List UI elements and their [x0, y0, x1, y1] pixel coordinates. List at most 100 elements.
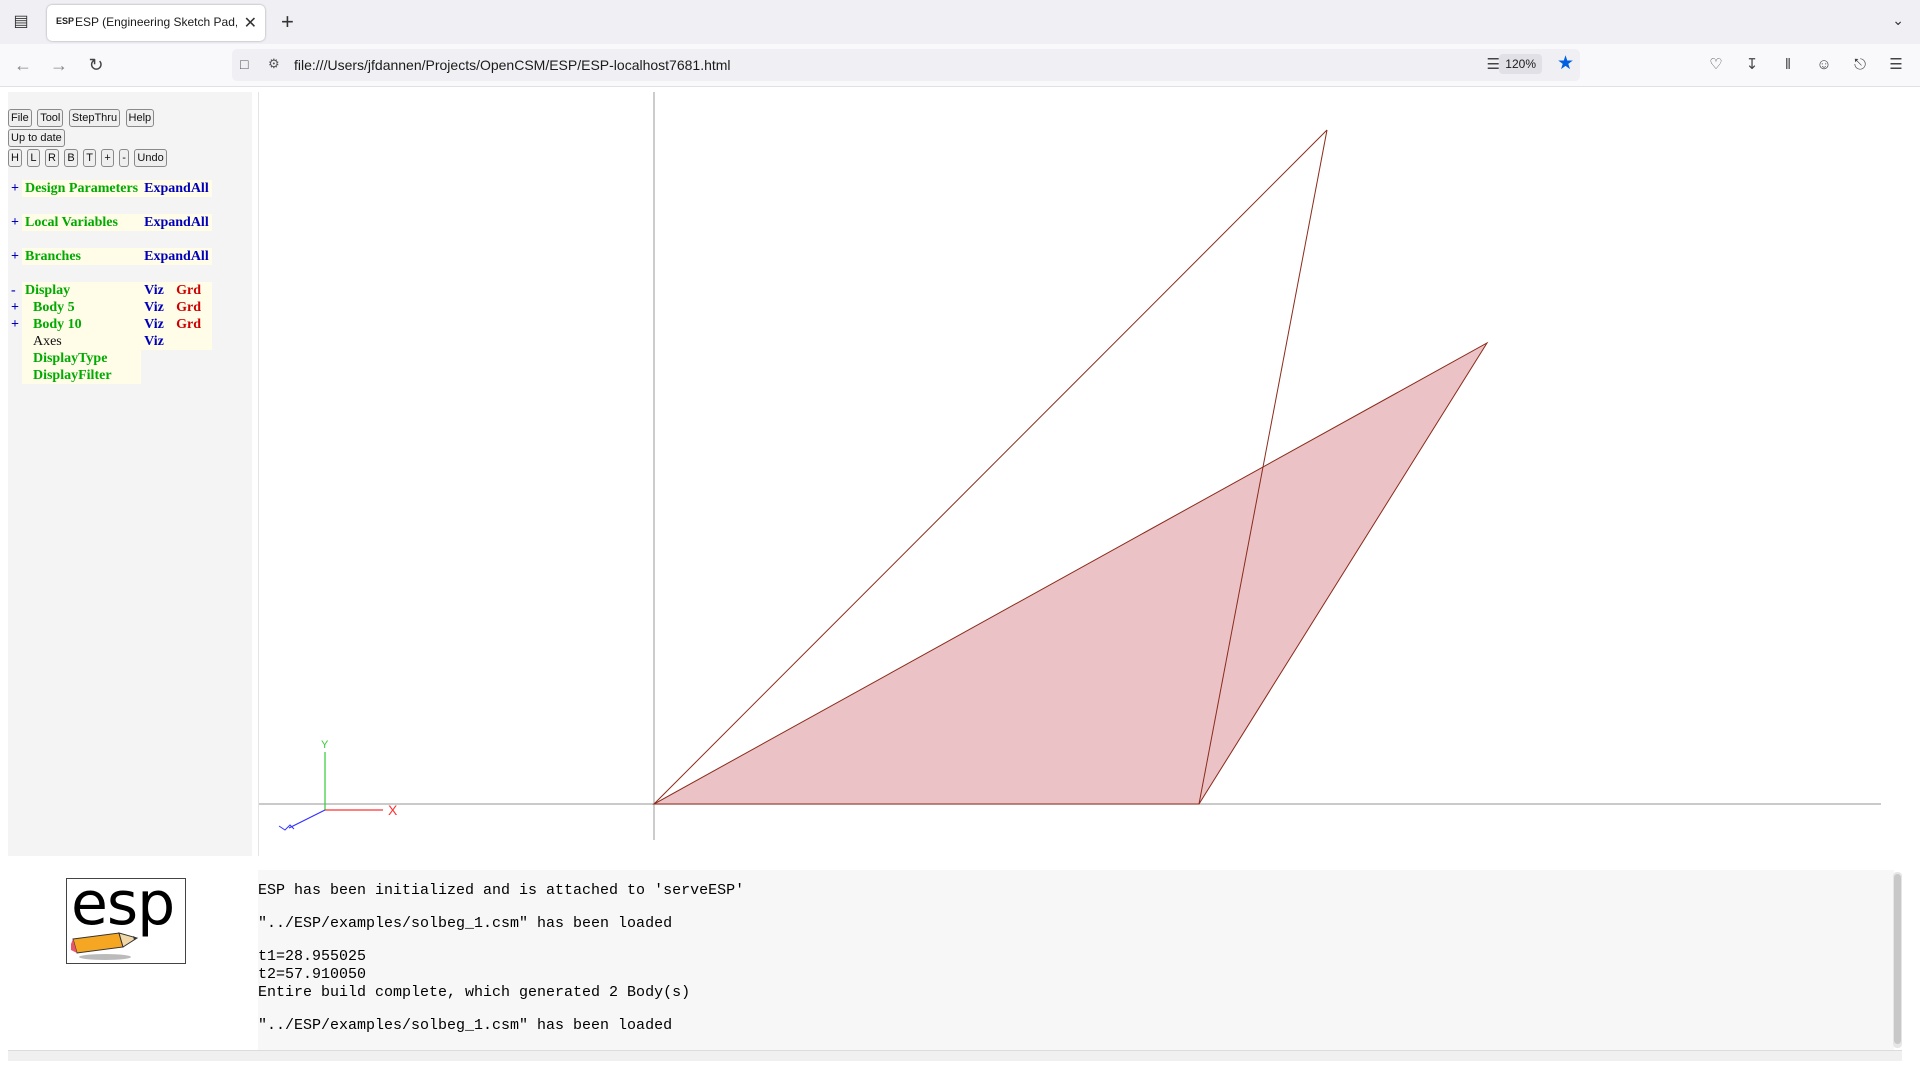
home-view-button[interactable]: H — [8, 149, 22, 167]
tree-toggle[interactable]: + — [11, 214, 19, 230]
forward-arrow-icon[interactable]: → — [50, 55, 68, 75]
build-status-button[interactable]: Up to date — [8, 129, 65, 147]
tool-button[interactable]: Tool — [37, 109, 64, 127]
message-line — [258, 900, 1894, 915]
message-line: "../ESP/examples/solbeg_1.csm" has been … — [258, 915, 673, 932]
tree-label-design-parameters[interactable]: Design Parameters — [21, 180, 142, 197]
message-line: "../ESP/examples/solbeg_1.csm" has been … — [258, 1017, 673, 1034]
triad-x-label: X — [388, 802, 398, 818]
file-button[interactable]: File — [8, 109, 32, 127]
viz-link[interactable]: Viz — [141, 333, 174, 350]
tree-toggle[interactable]: + — [11, 248, 19, 264]
browser-nav-bar: ← → ↻ □ ⚙ file:///Users/jfdannen/Project… — [0, 44, 1920, 87]
url-text[interactable]: file:///Users/jfdannen/Projects/OpenCSM/… — [294, 57, 731, 73]
tab-favicon: ESP — [56, 16, 75, 26]
grd-link[interactable]: Grd — [173, 299, 212, 316]
tree-table: + Design Parameters ExpandAll + Local Va… — [8, 180, 212, 384]
bottom-view-button[interactable]: B — [64, 149, 78, 167]
tree-label-body10[interactable]: Body 10 — [21, 316, 142, 333]
message-scrollbar[interactable] — [1893, 872, 1902, 1048]
list-all-tabs-icon[interactable]: ⌄ — [1892, 12, 1904, 28]
library-icon[interactable]: ‖ — [1784, 56, 1792, 73]
viz-link[interactable]: Viz — [141, 299, 174, 316]
viz-link[interactable]: Viz — [141, 316, 174, 333]
back-arrow-icon[interactable]: ← — [14, 55, 32, 75]
body-edge-2[interactable] — [1198, 129, 1328, 805]
tree-label-display[interactable]: Display — [21, 282, 142, 299]
tree-label-displayfilter[interactable]: DisplayFilter — [21, 367, 142, 384]
expandall-link[interactable]: ExpandAll — [141, 248, 212, 265]
tree-row-branches: + Branches ExpandAll — [8, 248, 212, 265]
esp-logo-text: esp — [71, 869, 175, 939]
tree-label-axes: Axes — [21, 333, 142, 350]
tree-row-body5: + Body 5 Viz Grd — [8, 299, 212, 316]
tree-toggle[interactable]: - — [11, 282, 16, 298]
reader-view-icon[interactable]: ☰ — [1486, 56, 1500, 73]
view-button-row: H L R B T + - Undo — [8, 148, 168, 167]
undo-button[interactable]: Undo — [134, 149, 167, 167]
message-line: Entire build complete, which generated 2… — [258, 984, 691, 1001]
tree-panel: File Tool StepThru Help Up to date H L R… — [8, 92, 252, 856]
top-view-button[interactable]: T — [83, 149, 96, 167]
bottom-border — [8, 1050, 1902, 1061]
body-face[interactable] — [652, 341, 1489, 805]
graphics-svg: Y X — [259, 92, 1881, 840]
message-window[interactable]: ESP has been initialized and is attached… — [258, 870, 1894, 1050]
tree-label-local-variables[interactable]: Local Variables — [21, 214, 142, 231]
downloads-icon[interactable]: ↧ — [1745, 56, 1759, 73]
grd-link[interactable]: Grd — [173, 316, 212, 333]
pocket-icon[interactable]: ♡ — [1709, 56, 1723, 73]
zoom-in-button[interactable]: + — [101, 149, 114, 167]
bookmark-star-icon[interactable]: ★ — [1556, 53, 1574, 74]
tree-row-axes: Axes Viz — [8, 333, 212, 350]
right-view-button[interactable]: R — [44, 149, 59, 167]
grd-link[interactable]: Grd — [173, 282, 212, 299]
status-button-row: Up to date — [8, 128, 66, 147]
message-line: ESP has been initialized and is attached… — [258, 882, 745, 899]
reload-icon[interactable]: ↻ — [88, 55, 104, 75]
new-tab-icon[interactable]: + — [281, 9, 294, 34]
viz-link[interactable]: Viz — [141, 282, 174, 299]
permissions-icon[interactable]: ⚙ — [268, 56, 280, 71]
triad-z-axis — [288, 809, 326, 829]
scrollbar-thumb[interactable] — [1894, 874, 1901, 1044]
expandall-link[interactable]: ExpandAll — [141, 214, 212, 231]
tree-label-displaytype[interactable]: DisplayType — [21, 350, 142, 367]
tree-row-body10: + Body 10 Viz Grd — [8, 316, 212, 333]
account-icon[interactable]: ☺ — [1816, 56, 1832, 73]
tree-label-branches[interactable]: Branches — [21, 248, 142, 265]
zoom-level-button[interactable]: 120% — [1499, 54, 1542, 74]
tree-label-body5[interactable]: Body 5 — [21, 299, 142, 316]
help-button[interactable]: Help — [125, 109, 155, 127]
tree-toggle[interactable]: + — [11, 299, 19, 315]
tree-row-display: - Display Viz Grd — [8, 282, 212, 299]
pencil-icon — [71, 932, 139, 960]
tree-row-local-variables: + Local Variables ExpandAll — [8, 214, 212, 231]
body-edge-1[interactable] — [653, 129, 1328, 805]
message-line — [258, 1002, 1894, 1017]
zoom-out-button[interactable]: - — [119, 149, 129, 167]
stepthru-button[interactable]: StepThru — [68, 109, 121, 127]
expandall-link[interactable]: ExpandAll — [141, 180, 212, 197]
extensions-icon[interactable]: ⎋ — [1854, 56, 1866, 73]
logo-panel: esp — [8, 869, 244, 1048]
graphics-canvas[interactable]: Y X — [258, 92, 1889, 856]
tab-list-icon[interactable]: ▤ — [13, 13, 29, 30]
triad-z-label — [278, 824, 295, 831]
hamburger-menu-icon[interactable]: ☰ — [1889, 56, 1903, 73]
tree-toggle[interactable]: + — [11, 316, 19, 332]
browser-tab-bar: ▤ ESP ESP (Engineering Sketch Pad, V ✕ +… — [0, 0, 1920, 44]
left-view-button[interactable]: L — [27, 149, 40, 167]
url-bar[interactable]: □ ⚙ file:///Users/jfdannen/Projects/Open… — [232, 49, 1580, 81]
main-button-row: File Tool StepThru Help — [8, 108, 155, 127]
tree-toggle[interactable]: + — [11, 180, 19, 196]
message-line: t2=57.910050 — [258, 966, 367, 983]
browser-tab-active[interactable]: ESP ESP (Engineering Sketch Pad, V ✕ — [47, 5, 265, 41]
tab-title: ESP (Engineering Sketch Pad, V — [75, 15, 237, 29]
tab-close-icon[interactable]: ✕ — [243, 15, 257, 32]
esp-logo: esp — [66, 869, 186, 964]
message-line — [258, 933, 1894, 948]
tree-row-displayfilter: DisplayFilter — [8, 367, 212, 384]
tree-row-design-parameters: + Design Parameters ExpandAll — [8, 180, 212, 197]
tree-row-displaytype: DisplayType — [8, 350, 212, 367]
